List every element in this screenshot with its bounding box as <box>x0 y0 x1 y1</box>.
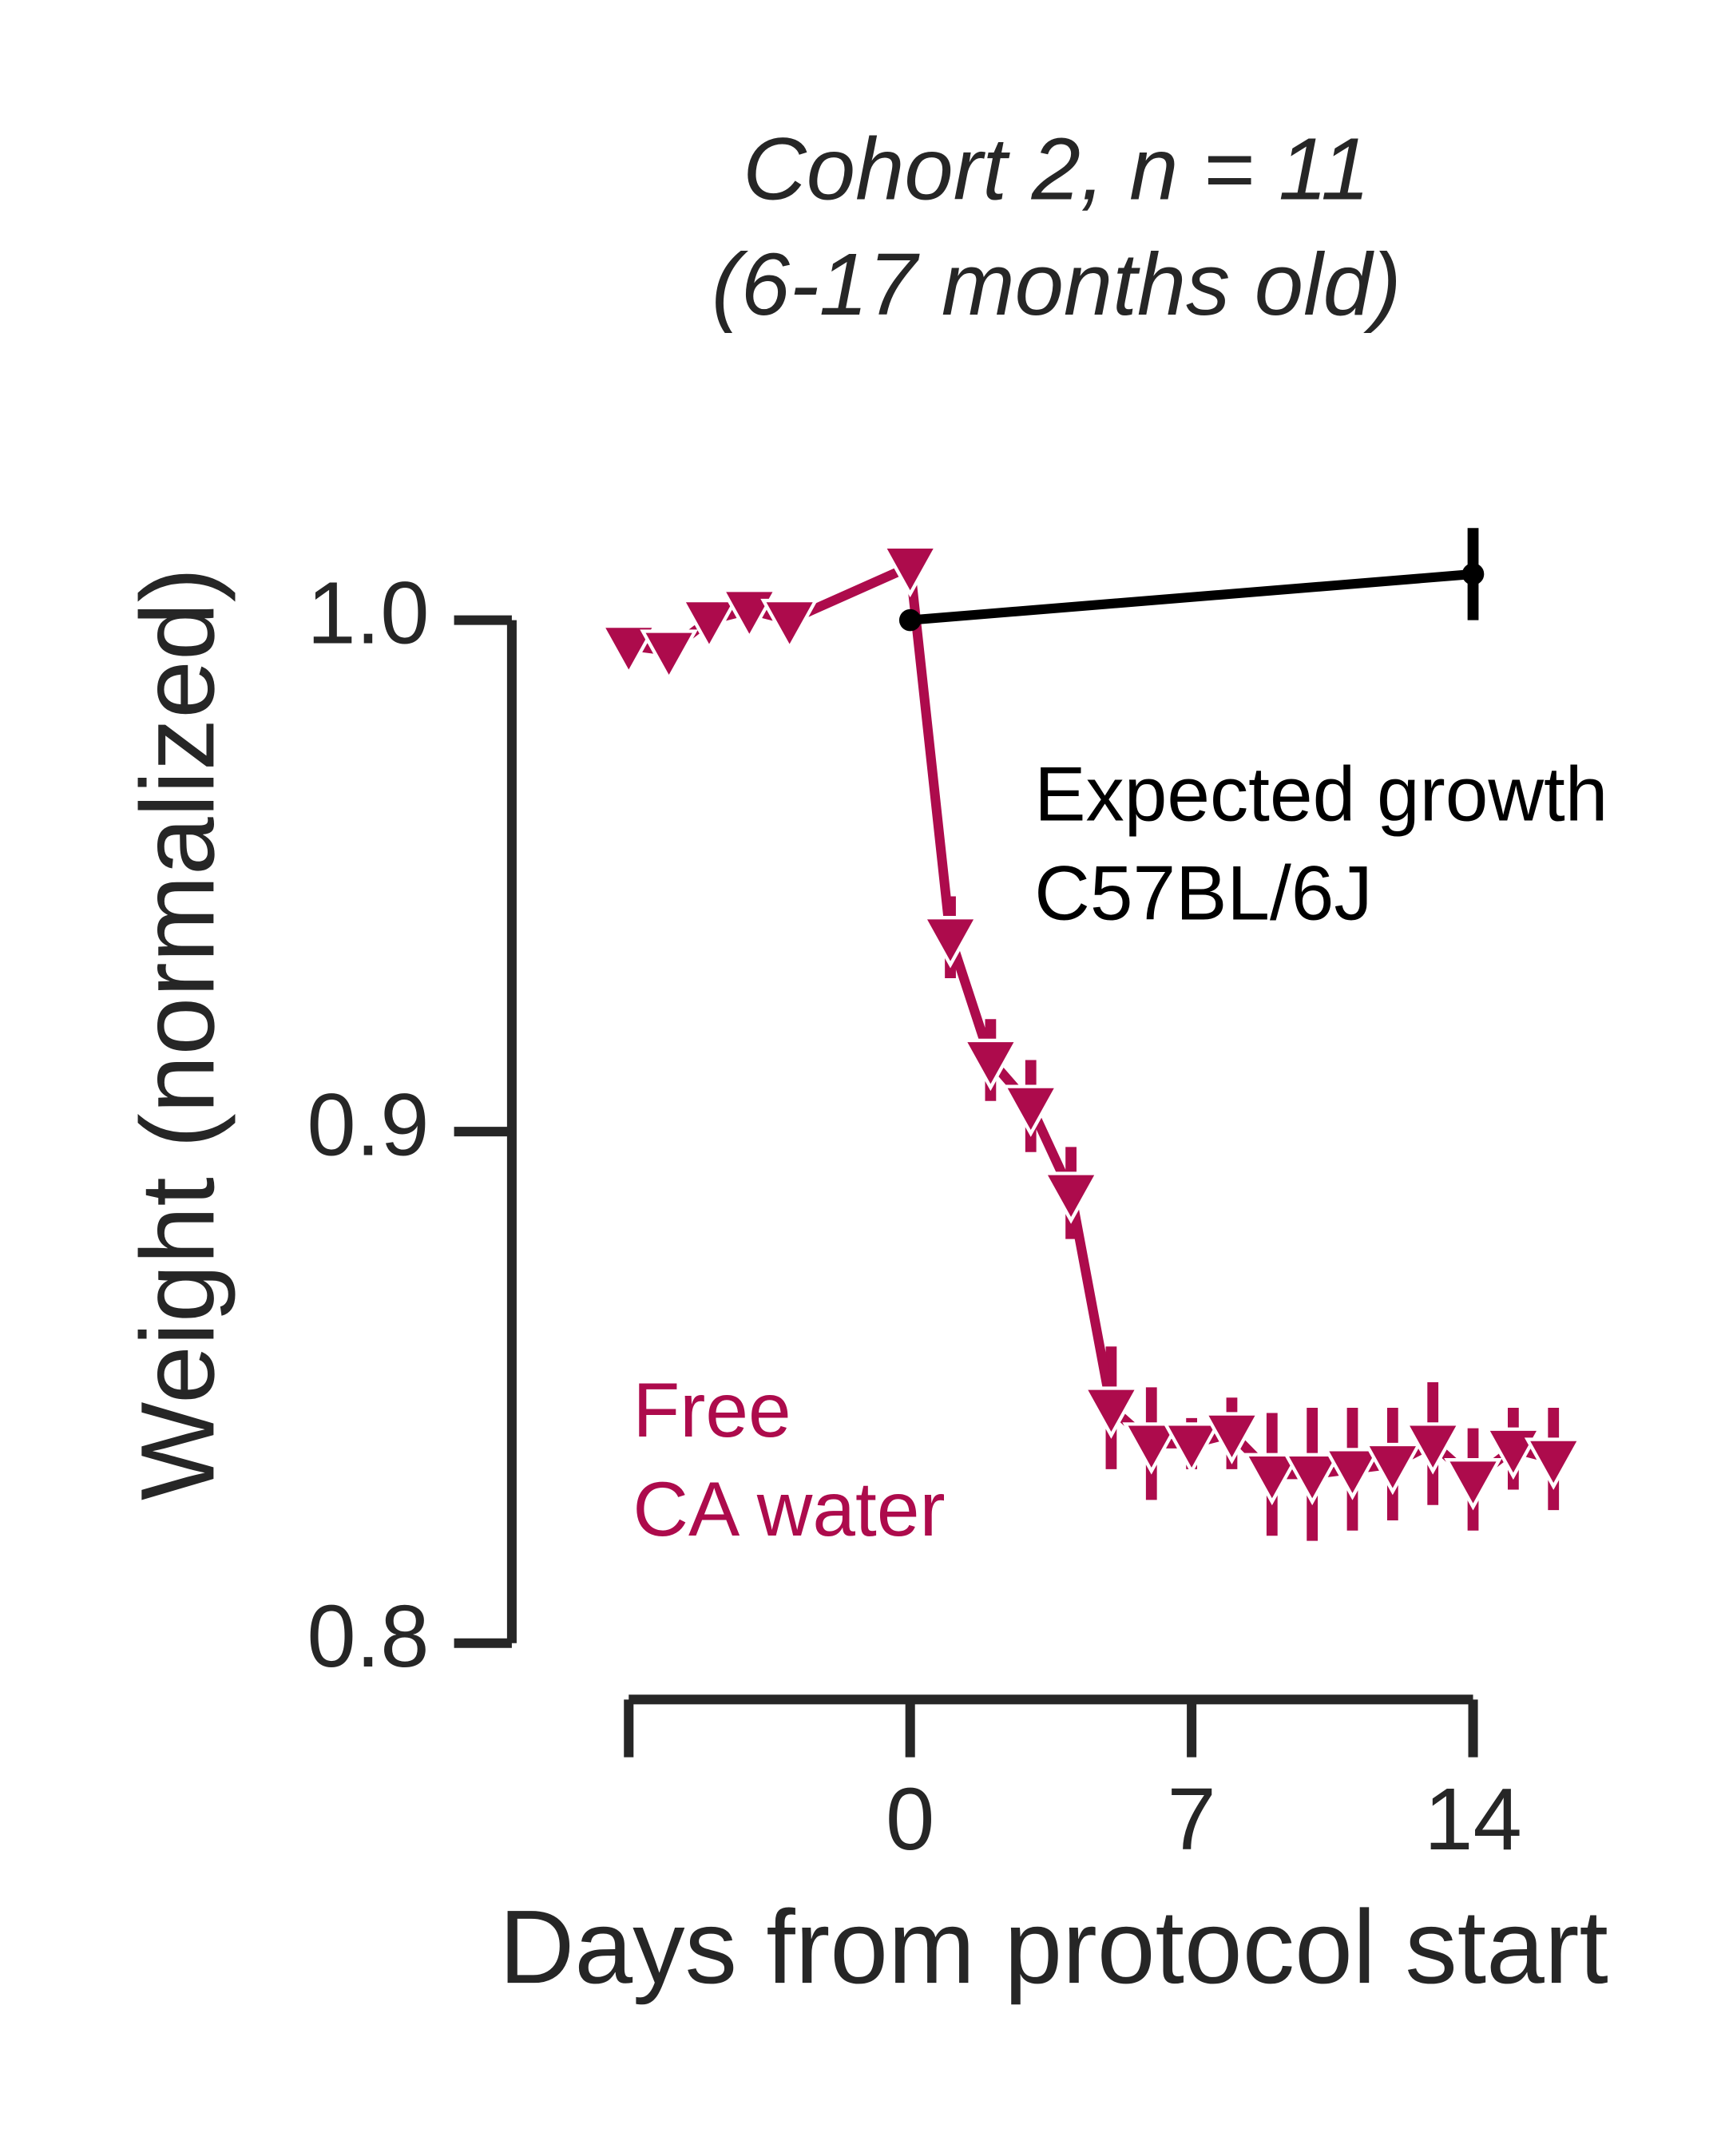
series-line <box>628 561 1555 1484</box>
x-axis-label: Days from protocol start <box>499 1888 1608 2005</box>
x-tick-label: 14 <box>1424 1770 1522 1869</box>
marker <box>898 608 922 632</box>
x-tick-label: 0 <box>886 1770 934 1869</box>
marker <box>921 916 980 969</box>
marker <box>881 545 940 598</box>
marker <box>1203 1412 1261 1464</box>
marker <box>1082 1386 1140 1439</box>
marker <box>1444 1458 1502 1511</box>
marker <box>1363 1442 1422 1496</box>
marker <box>599 624 658 677</box>
series-line <box>910 569 1474 625</box>
y-tick-label: 1.0 <box>307 565 429 663</box>
marker <box>1461 563 1485 585</box>
marker <box>1041 1171 1100 1224</box>
marker <box>1283 1453 1342 1506</box>
marker <box>1243 1453 1302 1506</box>
x-tick-label: 7 <box>1167 1770 1215 1869</box>
annotation: C57BL/6J <box>1034 851 1372 937</box>
marker <box>1162 1422 1221 1475</box>
y-tick-label: 0.9 <box>307 1076 429 1174</box>
y-tick-label: 0.8 <box>307 1587 429 1686</box>
marker <box>1524 1437 1583 1490</box>
chart-subtitle: (6-17 months old) <box>712 236 1402 334</box>
marker <box>1403 1422 1462 1475</box>
annotation: Expected growth <box>1034 752 1608 838</box>
marker <box>1001 1084 1061 1137</box>
annotation: CA water <box>632 1467 945 1552</box>
marker <box>640 629 698 682</box>
annotation: Free <box>632 1368 791 1453</box>
marker <box>1122 1422 1181 1475</box>
marker <box>1323 1448 1382 1500</box>
marker <box>962 1038 1020 1092</box>
y-axis-label: Weight (normalized) <box>119 568 236 1500</box>
chart-title: Cohort 2, n = 11 <box>743 121 1370 219</box>
marker <box>760 598 819 652</box>
marker <box>680 598 739 652</box>
